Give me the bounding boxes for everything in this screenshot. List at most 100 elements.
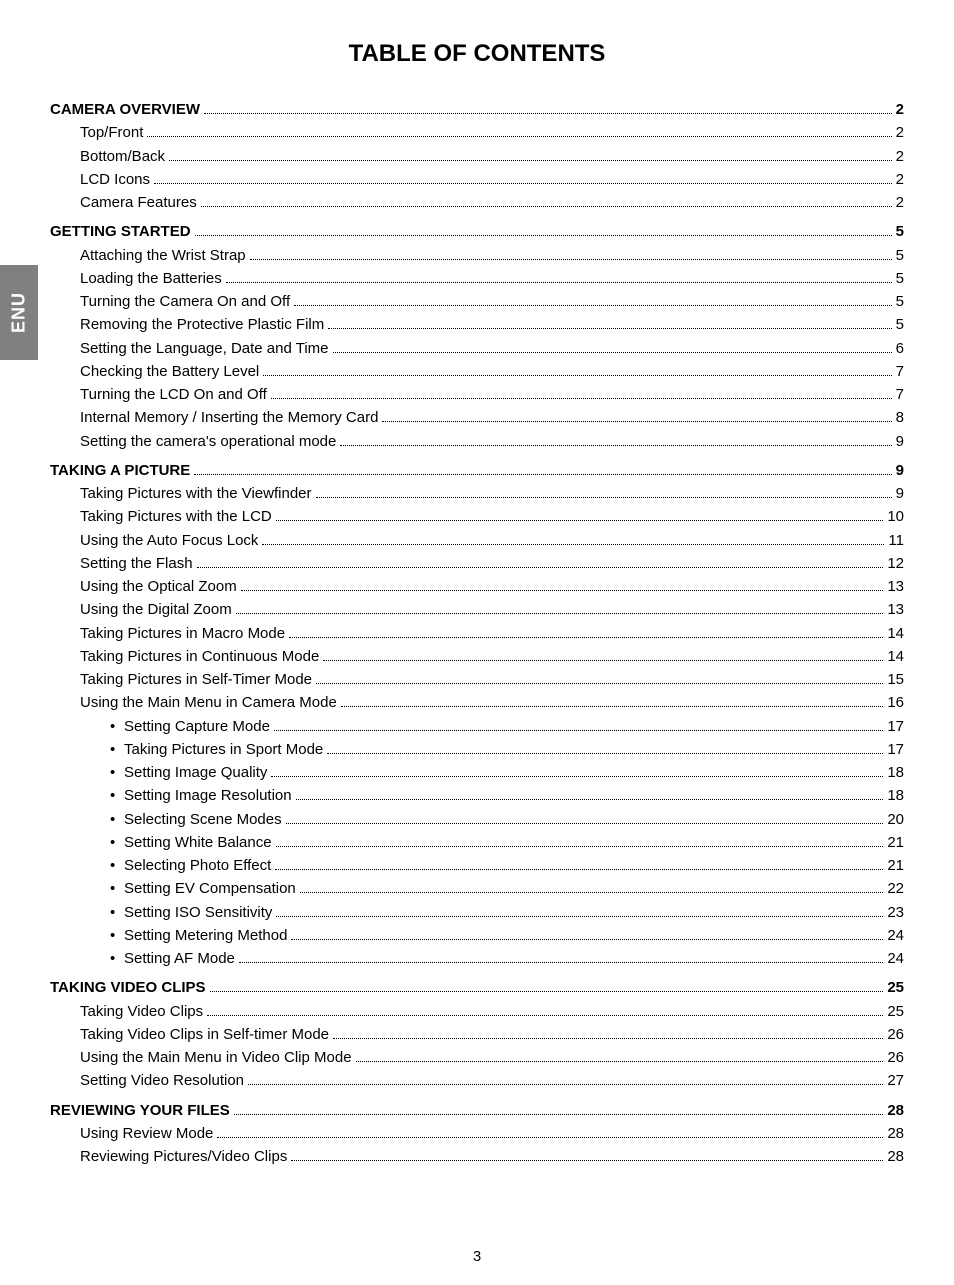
toc-entry-page: 7 bbox=[896, 383, 904, 406]
bullet-icon: • bbox=[110, 854, 124, 877]
toc-entry-label: •Setting EV Compensation bbox=[110, 877, 296, 900]
toc-entry-page: 10 bbox=[887, 505, 904, 528]
toc-leader bbox=[204, 113, 892, 114]
bullet-icon: • bbox=[110, 761, 124, 784]
toc-entry: •Setting Metering Method24 bbox=[50, 924, 904, 947]
toc-entry-page: 5 bbox=[896, 220, 904, 243]
toc-entry: Checking the Battery Level7 bbox=[50, 360, 904, 383]
toc-leader bbox=[316, 497, 892, 498]
toc-entry: LCD Icons 2 bbox=[50, 168, 904, 191]
toc-entry: Reviewing Pictures/Video Clips28 bbox=[50, 1145, 904, 1168]
page-content: TABLE OF CONTENTS CAMERA OVERVIEW2Top/Fr… bbox=[0, 0, 954, 1188]
toc-entry-label: Turning the LCD On and Off bbox=[80, 383, 267, 406]
toc-leader bbox=[356, 1061, 884, 1062]
toc-leader bbox=[197, 567, 884, 568]
toc-entry-page: 2 bbox=[896, 191, 904, 214]
toc-entry-page: 7 bbox=[896, 360, 904, 383]
toc-leader bbox=[328, 328, 891, 329]
toc-entry: Setting the Flash12 bbox=[50, 552, 904, 575]
toc-entry-label: Setting the Flash bbox=[80, 552, 193, 575]
toc-entry-page: 13 bbox=[887, 598, 904, 621]
toc-entry-page: 28 bbox=[887, 1145, 904, 1168]
toc-entry-label: Taking Pictures in Macro Mode bbox=[80, 622, 285, 645]
toc-leader bbox=[289, 637, 883, 638]
bullet-icon: • bbox=[110, 784, 124, 807]
toc-entry-label: TAKING VIDEO CLIPS bbox=[50, 976, 206, 999]
toc-entry-label: •Selecting Scene Modes bbox=[110, 808, 282, 831]
toc-entry-label: Taking Video Clips bbox=[80, 1000, 203, 1023]
toc-entry: Top/Front2 bbox=[50, 121, 904, 144]
toc-leader bbox=[194, 474, 891, 475]
page-title: TABLE OF CONTENTS bbox=[50, 40, 904, 68]
toc-leader bbox=[262, 544, 884, 545]
toc-leader bbox=[147, 136, 891, 137]
page-number-footer: 3 bbox=[0, 1248, 954, 1265]
toc-entry: Attaching the Wrist Strap5 bbox=[50, 244, 904, 267]
bullet-icon: • bbox=[110, 877, 124, 900]
toc-leader bbox=[294, 305, 892, 306]
toc-entry: •Setting White Balance21 bbox=[50, 831, 904, 854]
toc-entry: •Selecting Photo Effect21 bbox=[50, 854, 904, 877]
toc-leader bbox=[276, 916, 883, 917]
toc-entry-label: Taking Video Clips in Self-timer Mode bbox=[80, 1023, 329, 1046]
toc-leader bbox=[154, 183, 892, 184]
toc-entry-label: Taking Pictures in Self-Timer Mode bbox=[80, 668, 312, 691]
toc-entry: •Selecting Scene Modes20 bbox=[50, 808, 904, 831]
toc-entry-page: 23 bbox=[887, 901, 904, 924]
toc-entry-page: 28 bbox=[887, 1122, 904, 1145]
toc-entry: Using the Main Menu in Video Clip Mode26 bbox=[50, 1046, 904, 1069]
toc-entry: Taking Video Clips in Self-timer Mode26 bbox=[50, 1023, 904, 1046]
toc-entry-page: 5 bbox=[896, 313, 904, 336]
toc-leader bbox=[327, 753, 883, 754]
toc-entry-label: Using the Main Menu in Camera Mode bbox=[80, 691, 337, 714]
toc-leader bbox=[263, 375, 891, 376]
toc-entry: Setting the Language, Date and Time6 bbox=[50, 337, 904, 360]
toc-entry-label: Internal Memory / Inserting the Memory C… bbox=[80, 406, 378, 429]
toc-entry: •Taking Pictures in Sport Mode17 bbox=[50, 738, 904, 761]
toc-entry-page: 25 bbox=[887, 976, 904, 999]
toc-entry-page: 22 bbox=[887, 877, 904, 900]
toc-entry-label: Taking Pictures with the Viewfinder bbox=[80, 482, 312, 505]
toc-entry-label: CAMERA OVERVIEW bbox=[50, 98, 200, 121]
language-tab: ENU bbox=[0, 265, 38, 360]
bullet-icon: • bbox=[110, 831, 124, 854]
toc-entry-label: •Selecting Photo Effect bbox=[110, 854, 271, 877]
toc-leader bbox=[333, 1038, 883, 1039]
toc-leader bbox=[340, 445, 891, 446]
toc-leader bbox=[276, 520, 884, 521]
bullet-icon: • bbox=[110, 947, 124, 970]
toc-entry-page: 2 bbox=[896, 168, 904, 191]
page-number: 3 bbox=[473, 1248, 481, 1265]
bullet-icon: • bbox=[110, 924, 124, 947]
toc-entry-label: TAKING A PICTURE bbox=[50, 459, 190, 482]
toc-entry: •Setting AF Mode24 bbox=[50, 947, 904, 970]
toc-entry-page: 24 bbox=[887, 924, 904, 947]
toc-entry-label: Removing the Protective Plastic Film bbox=[80, 313, 324, 336]
toc-entry-label: •Taking Pictures in Sport Mode bbox=[110, 738, 323, 761]
toc-entry-page: 25 bbox=[887, 1000, 904, 1023]
toc-leader bbox=[274, 730, 883, 731]
toc-entry: Using the Main Menu in Camera Mode 16 bbox=[50, 691, 904, 714]
toc-entry: Loading the Batteries5 bbox=[50, 267, 904, 290]
toc-entry-page: 16 bbox=[887, 691, 904, 714]
toc-leader bbox=[382, 421, 891, 422]
toc-entry-label: Turning the Camera On and Off bbox=[80, 290, 290, 313]
toc-leader bbox=[239, 962, 883, 963]
toc-entry-page: 26 bbox=[887, 1046, 904, 1069]
toc-entry-page: 5 bbox=[896, 267, 904, 290]
toc-entry: Taking Video Clips 25 bbox=[50, 1000, 904, 1023]
toc-entry-page: 18 bbox=[887, 761, 904, 784]
language-tab-label: ENU bbox=[9, 292, 30, 333]
toc-entry: REVIEWING YOUR FILES28 bbox=[50, 1099, 904, 1122]
bullet-icon: • bbox=[110, 715, 124, 738]
toc-entry-label: •Setting AF Mode bbox=[110, 947, 235, 970]
toc-entry: CAMERA OVERVIEW2 bbox=[50, 98, 904, 121]
toc-entry-page: 11 bbox=[888, 529, 904, 552]
toc-entry-label: •Setting ISO Sensitivity bbox=[110, 901, 272, 924]
toc-entry-label: •Setting Image Quality bbox=[110, 761, 267, 784]
toc-entry: •Setting Capture Mode17 bbox=[50, 715, 904, 738]
toc-entry-label: LCD Icons bbox=[80, 168, 150, 191]
toc-entry: Taking Pictures in Continuous Mode14 bbox=[50, 645, 904, 668]
toc-entry: Taking Pictures in Self-Timer Mode15 bbox=[50, 668, 904, 691]
toc-entry-page: 17 bbox=[887, 715, 904, 738]
